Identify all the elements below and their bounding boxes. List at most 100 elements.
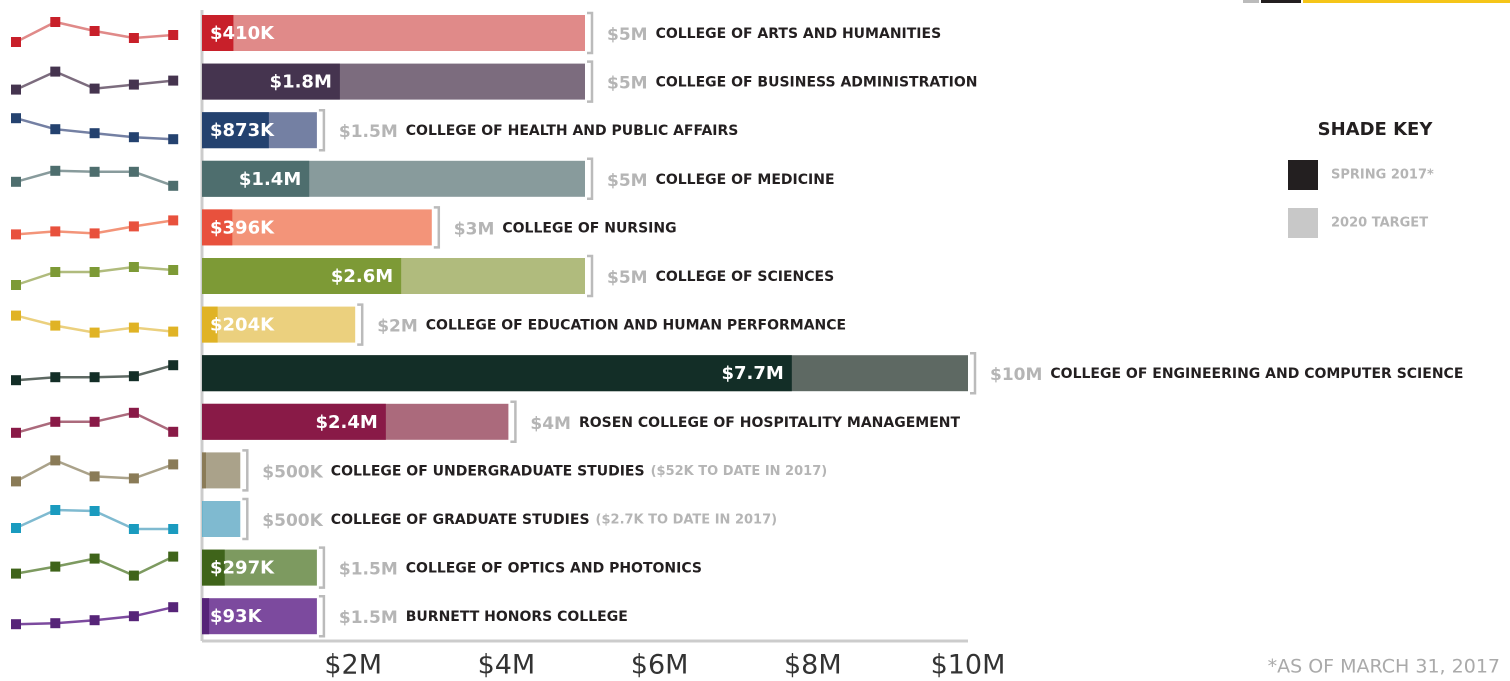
- trend-point: [11, 310, 21, 321]
- trend-point: [50, 455, 61, 466]
- target-bar: [202, 598, 317, 635]
- target-label: $1.5M: [339, 560, 398, 580]
- trend-point: [89, 327, 100, 338]
- trend-point: [11, 476, 21, 487]
- target-bar: [202, 209, 432, 246]
- trend-point: [50, 372, 61, 383]
- trend-point: [168, 134, 179, 145]
- category-label: BURNETT HONORS COLLEGE: [406, 609, 628, 625]
- decor: [1303, 0, 1510, 3]
- target-label: $2M: [377, 317, 418, 337]
- category-label: COLLEGE OF UNDERGRADUATE STUDIES: [331, 463, 645, 479]
- current-label: $410K: [210, 23, 275, 44]
- trend-point: [168, 426, 179, 437]
- trend-point: [168, 30, 179, 40]
- trend-point: [11, 523, 21, 533]
- trend-point: [168, 215, 179, 226]
- trend-point: [168, 551, 179, 562]
- note: ($2.7K TO DATE IN 2017): [596, 513, 778, 528]
- trend-point: [89, 372, 100, 383]
- trend-point: [50, 165, 61, 176]
- trend-point: [168, 265, 179, 275]
- category-label: COLLEGE OF EDUCATION AND HUMAN PERFORMAN…: [426, 318, 846, 334]
- target-label: $4M: [530, 414, 571, 434]
- trend-point: [128, 524, 139, 534]
- category-label: COLLEGE OF SCIENCES: [656, 269, 835, 285]
- trend-point: [168, 524, 179, 534]
- current-label: $297K: [210, 558, 275, 579]
- current-label: $396K: [210, 217, 275, 238]
- legend-swatch: [1288, 208, 1318, 238]
- target-label: $5M: [607, 74, 648, 94]
- trend-point: [89, 128, 100, 139]
- target-label: $5M: [607, 268, 648, 288]
- trend-point: [168, 459, 179, 470]
- current-label: $7.7M: [721, 363, 783, 384]
- trend-point: [89, 166, 100, 177]
- decor: [1243, 0, 1259, 3]
- note: ($52K TO DATE IN 2017): [651, 464, 828, 479]
- trend-point: [128, 322, 139, 333]
- x-tick-label: $2M: [324, 650, 382, 681]
- target-bar: [202, 15, 585, 51]
- trend-point: [168, 326, 179, 337]
- current-bar: [202, 598, 210, 635]
- legend-title: SHADE KEY: [1318, 119, 1434, 140]
- target-label: $3M: [454, 219, 495, 239]
- trend-point: [89, 471, 100, 482]
- target-bracket: [510, 400, 517, 444]
- category-label: COLLEGE OF ENGINEERING AND COMPUTER SCIE…: [1050, 366, 1463, 382]
- target-label: $1.5M: [339, 122, 398, 142]
- trend-point: [11, 375, 21, 386]
- trend-point: [128, 221, 139, 232]
- trend-point: [128, 611, 139, 622]
- current-label: $1.8M: [270, 72, 332, 93]
- current-bar: [202, 112, 269, 149]
- trend-point: [128, 166, 139, 177]
- target-bracket: [318, 594, 326, 638]
- current-bar: [202, 258, 402, 294]
- target-bar: [202, 452, 241, 489]
- current-label: $873K: [210, 120, 275, 141]
- trend-point: [128, 570, 139, 581]
- target-bracket: [587, 254, 594, 298]
- trend-point: [50, 505, 61, 515]
- trend-point: [11, 176, 21, 187]
- trend-point: [11, 427, 21, 438]
- trend-point: [128, 33, 139, 43]
- trend-point: [168, 180, 179, 191]
- target-label: $5M: [607, 25, 648, 45]
- category-label: COLLEGE OF HEALTH AND PUBLIC AFFAIRS: [406, 123, 739, 139]
- trend-point: [128, 407, 139, 418]
- trend-point: [89, 267, 100, 277]
- trend-point: [50, 66, 61, 77]
- category-label: COLLEGE OF ARTS AND HUMANITIES: [656, 26, 942, 42]
- trend-point: [50, 561, 61, 572]
- current-bar: [202, 306, 218, 343]
- trend-point: [50, 618, 61, 629]
- target-label: $1.5M: [339, 608, 398, 628]
- current-bar: [202, 160, 310, 197]
- current-bar: [202, 355, 792, 392]
- current-bar: [202, 209, 233, 246]
- decor: [1261, 0, 1301, 3]
- target-label: $5M: [607, 171, 648, 191]
- footnote: *AS OF MARCH 31, 2017: [1268, 656, 1500, 678]
- current-label: $1.4M: [239, 169, 301, 190]
- trend-point: [89, 553, 100, 564]
- trend-point: [50, 124, 61, 135]
- current-label: $93K: [210, 606, 263, 627]
- trend-point: [128, 132, 139, 143]
- trend-point: [128, 473, 139, 484]
- target-bar: [202, 306, 356, 343]
- legend-swatch: [1288, 160, 1318, 190]
- current-bar: [202, 63, 340, 100]
- trend-point: [168, 360, 179, 371]
- x-tick-label: $8M: [784, 650, 842, 681]
- current-bar: [202, 452, 206, 489]
- trend-point: [89, 615, 100, 626]
- target-label: $500K: [262, 462, 323, 482]
- trend-point: [128, 262, 139, 272]
- category-label: COLLEGE OF BUSINESS ADMINISTRATION: [656, 75, 978, 91]
